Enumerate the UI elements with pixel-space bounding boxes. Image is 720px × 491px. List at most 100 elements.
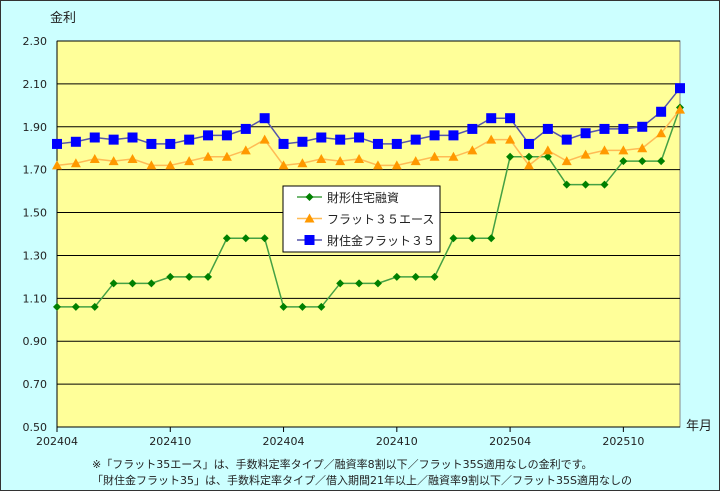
data-point: [505, 134, 516, 144]
data-point: [165, 160, 176, 170]
data-point: [373, 279, 382, 288]
y-tick-label: 0.70: [23, 378, 48, 391]
y-tick-label: 1.10: [23, 292, 48, 305]
data-point: [637, 143, 648, 153]
data-point: [127, 132, 138, 143]
data-point: [580, 128, 591, 139]
data-point: [240, 145, 251, 155]
data-point: [486, 134, 497, 144]
data-point: [581, 180, 590, 189]
data-point: [429, 130, 440, 141]
data-point: [355, 279, 364, 288]
data-point: [70, 136, 81, 147]
data-point: [561, 134, 572, 145]
data-point: [542, 145, 553, 155]
y-tick-label: 0.90: [23, 335, 48, 348]
data-point: [147, 279, 156, 288]
data-point: [599, 123, 610, 134]
data-point: [127, 153, 138, 163]
data-point: [372, 160, 383, 170]
data-point: [637, 121, 648, 132]
data-point: [278, 160, 289, 170]
data-point: [391, 160, 402, 170]
data-point: [599, 145, 610, 155]
data-point: [335, 134, 346, 145]
data-point: [600, 180, 609, 189]
footnote-2: 「財住金フラット35」は、手数料定率タイプ／借入期間21年以上／融資率9割以下／…: [92, 474, 632, 487]
data-point: [203, 151, 214, 161]
data-point: [354, 153, 365, 163]
data-point: [657, 157, 666, 166]
y-axis-title: 金利: [50, 10, 76, 26]
data-point: [487, 234, 496, 243]
data-point: [505, 113, 516, 124]
legend-label: 財住金フラット３５: [327, 233, 435, 248]
data-point: [52, 138, 62, 149]
data-point: [90, 302, 99, 311]
data-point: [222, 234, 231, 243]
data-point: [203, 130, 214, 141]
data-point: [562, 180, 571, 189]
data-point: [410, 134, 421, 145]
data-point: [260, 234, 269, 243]
data-point: [185, 272, 194, 281]
data-point: [297, 136, 308, 147]
series-line: [56, 87, 681, 146]
data-point: [52, 160, 62, 170]
data-point: [618, 145, 629, 155]
data-point: [317, 302, 326, 311]
data-point: [524, 152, 533, 161]
data-point: [240, 123, 251, 134]
data-point: [89, 153, 100, 163]
data-point: [467, 123, 478, 134]
data-point: [656, 106, 667, 117]
legend-marker: [304, 235, 315, 245]
y-tick-label: 2.10: [23, 78, 48, 91]
data-point: [372, 138, 383, 149]
data-point: [146, 138, 157, 149]
y-tick-label: 1.70: [23, 164, 48, 177]
data-point: [89, 132, 100, 143]
data-point: [429, 151, 440, 161]
data-point: [411, 272, 420, 281]
data-point: [543, 152, 552, 161]
data-point: [580, 149, 591, 159]
data-point: [53, 302, 61, 311]
data-point: [109, 279, 118, 288]
data-point: [656, 128, 667, 138]
data-point: [467, 145, 478, 155]
y-tick-label: 0.50: [23, 421, 48, 434]
series-2: [52, 83, 685, 149]
data-point: [542, 123, 553, 134]
data-point: [184, 134, 195, 145]
data-point: [184, 156, 195, 166]
data-point: [166, 272, 175, 281]
x-tick-label: 202404: [36, 435, 78, 448]
x-tick-label: 202504: [489, 435, 531, 448]
series-1: [52, 104, 685, 170]
legend-marker: [305, 193, 314, 201]
data-point: [448, 151, 459, 161]
data-point: [335, 156, 346, 166]
data-point: [619, 157, 628, 166]
x-tick-label: 202510: [602, 435, 644, 448]
data-point: [128, 279, 137, 288]
data-point: [316, 153, 327, 163]
legend-label: 財形住宅融資: [327, 190, 399, 205]
data-point: [278, 138, 289, 149]
data-point: [638, 157, 647, 166]
data-point: [675, 83, 685, 94]
data-point: [448, 130, 459, 141]
y-tick-label: 2.30: [23, 35, 48, 48]
data-point: [316, 132, 327, 143]
data-point: [618, 123, 629, 134]
data-point: [675, 104, 685, 114]
data-point: [259, 113, 270, 124]
legend-marker: [304, 213, 315, 223]
data-point: [298, 302, 307, 311]
data-point: [279, 302, 288, 311]
data-point: [486, 113, 497, 124]
data-point: [523, 138, 534, 149]
data-point: [336, 279, 345, 288]
